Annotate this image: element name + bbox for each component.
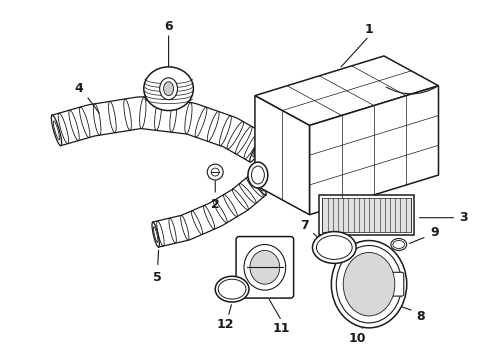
Ellipse shape xyxy=(244,244,286,290)
Ellipse shape xyxy=(336,246,402,323)
Ellipse shape xyxy=(250,251,280,284)
Ellipse shape xyxy=(152,222,159,247)
Text: 12: 12 xyxy=(217,318,234,331)
Text: 2: 2 xyxy=(211,198,220,211)
FancyBboxPatch shape xyxy=(236,237,294,298)
Ellipse shape xyxy=(160,78,177,100)
Ellipse shape xyxy=(391,239,407,251)
Text: 5: 5 xyxy=(153,271,162,284)
Text: 6: 6 xyxy=(164,20,173,33)
Ellipse shape xyxy=(249,175,267,195)
Polygon shape xyxy=(310,86,439,215)
Text: 7: 7 xyxy=(300,219,309,232)
Bar xyxy=(319,195,414,235)
Text: 8: 8 xyxy=(416,310,425,323)
Ellipse shape xyxy=(249,134,266,162)
Ellipse shape xyxy=(253,179,263,191)
Polygon shape xyxy=(255,56,439,125)
Ellipse shape xyxy=(317,235,352,260)
Text: 11: 11 xyxy=(273,322,291,336)
Ellipse shape xyxy=(313,231,356,264)
Ellipse shape xyxy=(215,276,249,302)
Text: 4: 4 xyxy=(75,82,84,95)
Text: 10: 10 xyxy=(348,332,366,345)
Bar xyxy=(322,198,411,231)
Text: 3: 3 xyxy=(459,211,467,224)
Ellipse shape xyxy=(207,164,223,180)
Ellipse shape xyxy=(53,121,60,140)
FancyBboxPatch shape xyxy=(382,272,404,296)
Ellipse shape xyxy=(393,240,405,248)
Ellipse shape xyxy=(153,227,158,242)
Ellipse shape xyxy=(253,140,263,157)
Ellipse shape xyxy=(164,82,173,96)
Text: 1: 1 xyxy=(365,23,373,36)
Text: 9: 9 xyxy=(430,226,439,239)
Ellipse shape xyxy=(211,168,219,176)
Ellipse shape xyxy=(251,166,264,184)
Ellipse shape xyxy=(218,279,246,299)
Ellipse shape xyxy=(331,240,407,328)
Ellipse shape xyxy=(51,115,62,146)
Ellipse shape xyxy=(343,252,395,316)
Ellipse shape xyxy=(248,162,268,188)
Polygon shape xyxy=(255,96,310,215)
Ellipse shape xyxy=(144,67,194,111)
